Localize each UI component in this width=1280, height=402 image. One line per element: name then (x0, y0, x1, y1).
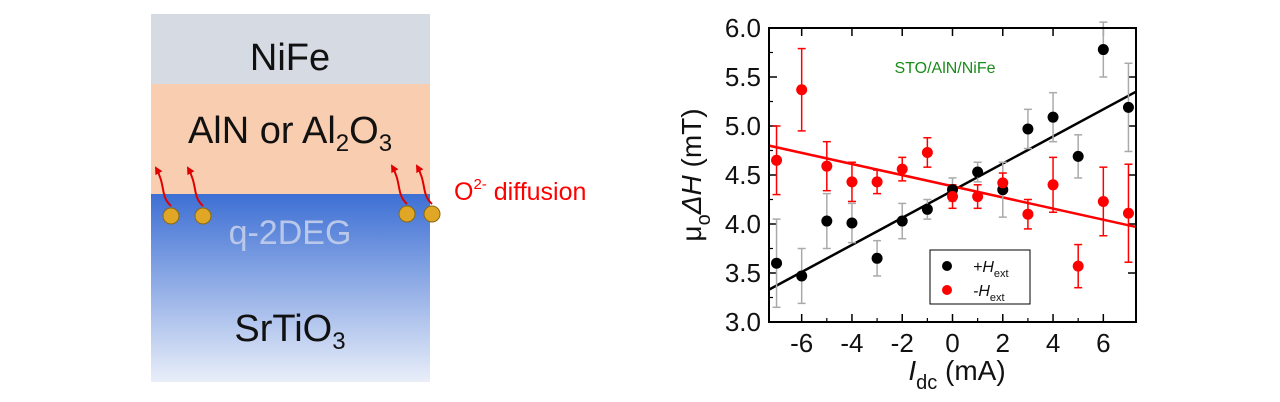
legend-box (929, 249, 1031, 305)
data-point (1022, 208, 1034, 220)
data-point (821, 160, 833, 172)
oxygen-particle (194, 207, 212, 225)
data-point (1047, 179, 1059, 191)
data-point (771, 154, 783, 166)
diffusion-arrows (155, 164, 433, 207)
legend-label-plus: +Hext (973, 259, 1009, 280)
x-tick-label: 0 (945, 328, 959, 358)
data-point (1072, 260, 1084, 272)
y-tick-label: 6.0 (725, 13, 761, 43)
data-points (771, 21, 1134, 309)
x-tick-label: 2 (996, 328, 1010, 358)
x-tick-label: -4 (840, 328, 863, 358)
data-point (947, 191, 958, 203)
data-point (846, 217, 858, 229)
x-tick-label: -2 (891, 328, 914, 358)
data-point (821, 215, 833, 227)
data-point (846, 176, 858, 188)
data-point (771, 257, 783, 269)
data-point (1122, 207, 1134, 219)
oxygen-particles (162, 205, 441, 225)
y-tick-label: 3.5 (725, 258, 761, 288)
y-tick-label: 4.5 (725, 160, 761, 190)
y-tick-label: 5.0 (725, 111, 761, 141)
y-tick-label: 3.0 (725, 307, 761, 337)
layer-stack: NiFe AlN or Al2O3 q-2DEG SrTiO3 O2- diff… (151, 14, 586, 382)
oxygen-particle (423, 205, 441, 223)
legend-marker-plus (942, 261, 952, 271)
diffusion-arrow (416, 164, 433, 205)
y-tick-label: 4.0 (725, 209, 761, 239)
y-tick-label: 5.5 (725, 62, 761, 92)
legend: +Hext -Hext (929, 249, 1031, 305)
nife-label: NiFe (250, 37, 330, 79)
interface-label: q-2DEG (229, 214, 352, 252)
data-point (972, 166, 984, 178)
data-point (1097, 44, 1109, 56)
data-point (921, 203, 933, 215)
oxygen-particle (162, 207, 180, 225)
data-point (871, 252, 883, 264)
data-point (896, 163, 908, 175)
x-tick-label: -6 (790, 328, 813, 358)
data-point (1097, 195, 1109, 207)
plot-frame (768, 27, 1137, 323)
data-point (1047, 111, 1059, 123)
diffusion-arrow (187, 166, 204, 207)
data-point (921, 146, 933, 158)
x-tick-label: 6 (1096, 328, 1110, 358)
substrate-label: SrTiO3 (234, 308, 345, 355)
legend-marker-minus (942, 285, 952, 295)
data-point (796, 84, 808, 96)
legend-label-minus: -Hext (973, 283, 1005, 304)
data-point (796, 270, 808, 282)
x-axis-label: Idc (mA) (908, 355, 1005, 394)
tick-labels: -6 -4 -2 0 2 4 6 3.0 3.5 4.0 4.5 5.0 5.5 6.0 (725, 13, 1111, 358)
data-point (997, 177, 1009, 189)
data-point (896, 215, 908, 227)
diffusion-arrow (391, 164, 408, 205)
data-point (1022, 123, 1034, 135)
substrate-layer (151, 194, 430, 382)
data-point (1122, 101, 1134, 113)
data-point (972, 191, 984, 203)
insulator-label: AlN or Al2O3 (188, 110, 392, 157)
x-tick-label: 4 (1046, 328, 1060, 358)
y-axis-label: μoΔH (mT) (676, 108, 715, 241)
oxygen-particle (398, 205, 416, 223)
chart: -6 -4 -2 0 2 4 6 3.0 3.5 4.0 4.5 5.0 5.5 6.0 STO/AlN/… (676, 13, 1137, 394)
data-point (1072, 150, 1084, 162)
diffusion-arrow (155, 166, 172, 207)
nife-layer (151, 14, 430, 84)
data-point (871, 176, 883, 188)
chart-annotation: STO/AlN/NiFe (894, 60, 995, 77)
diffusion-annotation: O2- diffusion (454, 176, 586, 206)
insulator-layer (151, 84, 430, 194)
